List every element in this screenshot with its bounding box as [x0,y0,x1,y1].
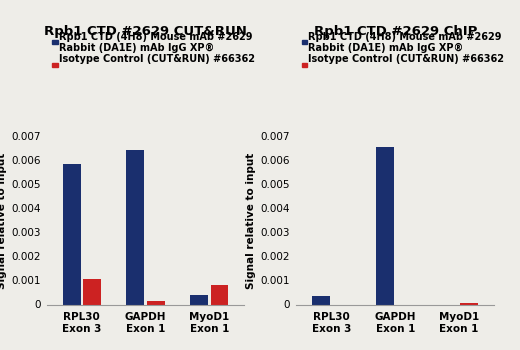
Bar [211,285,228,304]
Bar [190,295,208,304]
Text: Rpb1 CTD #2629 ChIP: Rpb1 CTD #2629 ChIP [314,25,477,37]
Bar [147,301,165,304]
Text: Rpb1 CTD #2629 CUT&RUN: Rpb1 CTD #2629 CUT&RUN [44,25,247,37]
Text: Rpb1 CTD (4H8) Mouse mAb #2629: Rpb1 CTD (4H8) Mouse mAb #2629 [308,32,502,42]
Bar [63,164,81,304]
Bar [126,150,145,304]
Text: Rabbit (DA1E) mAb IgG XP®
Isotype Control (CUT&RUN) #66362: Rabbit (DA1E) mAb IgG XP® Isotype Contro… [59,43,255,64]
Y-axis label: Signal relative to input: Signal relative to input [0,152,7,289]
Bar [376,147,394,304]
Y-axis label: Signal relative to input: Signal relative to input [246,152,256,289]
Text: Rpb1 CTD (4H8) Mouse mAb #2629: Rpb1 CTD (4H8) Mouse mAb #2629 [59,32,252,42]
Bar [313,296,330,304]
Text: Rabbit (DA1E) mAb IgG XP®
Isotype Control (CUT&RUN) #66362: Rabbit (DA1E) mAb IgG XP® Isotype Contro… [308,43,504,64]
Bar [83,279,101,304]
Bar [460,303,478,304]
